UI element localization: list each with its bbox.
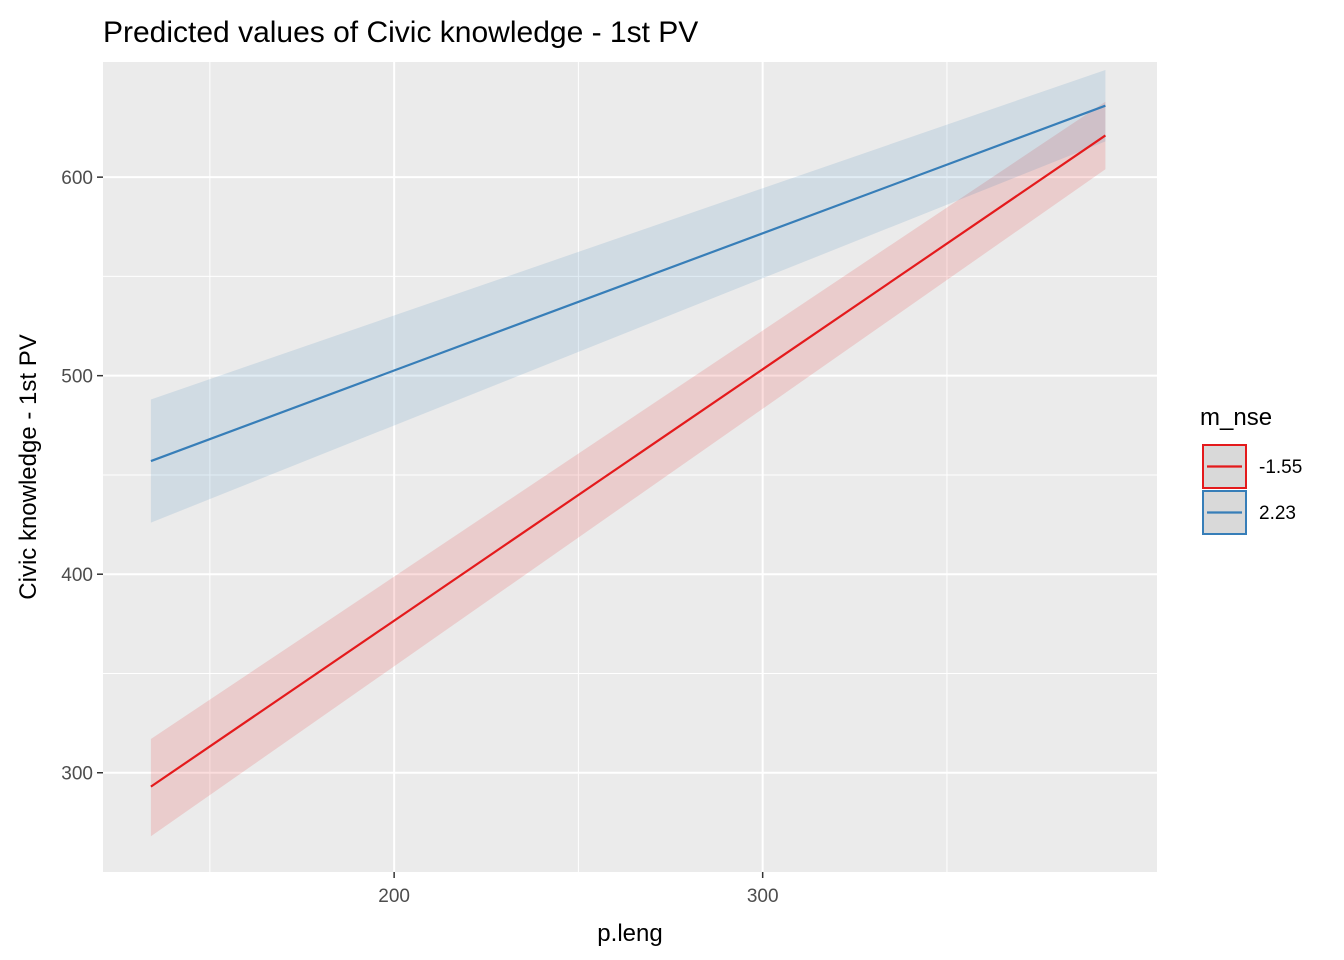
x-tick-label: 300 xyxy=(747,886,779,907)
y-axis-title: Civic knowledge - 1st PV xyxy=(15,334,42,599)
chart-title: Predicted values of Civic knowledge - 1s… xyxy=(103,16,698,49)
legend-title: m_nse xyxy=(1200,404,1272,431)
series-line-1 xyxy=(150,134,1107,788)
y-tick-label: 500 xyxy=(61,367,93,388)
legend-item: -1.55 xyxy=(1202,444,1302,489)
y-tick-label: 300 xyxy=(61,764,93,785)
ci-ribbon-1 xyxy=(150,101,1106,837)
series-line-2 xyxy=(150,104,1106,463)
series-lines xyxy=(150,104,1107,788)
legend: m_nse -1.55 2.23 xyxy=(1200,404,1302,535)
x-tick-label: 200 xyxy=(378,886,410,907)
y-axis-ticks: 300 400 500 600 xyxy=(61,168,103,785)
legend-label: 2.23 xyxy=(1259,503,1296,524)
x-axis-title: p.leng xyxy=(597,920,662,947)
y-tick-label: 600 xyxy=(61,168,93,189)
y-tick-label: 400 xyxy=(61,565,93,586)
ci-ribbon-2 xyxy=(150,69,1106,523)
x-axis-ticks: 200 300 xyxy=(378,872,779,907)
major-gridlines xyxy=(103,62,1157,872)
minor-gridlines xyxy=(103,62,1157,872)
plot-panel xyxy=(103,62,1157,872)
legend-label: -1.55 xyxy=(1259,457,1302,478)
confidence-ribbons xyxy=(150,69,1106,837)
legend-item: 2.23 xyxy=(1202,490,1296,535)
legend-items: -1.55 2.23 xyxy=(1202,444,1302,535)
